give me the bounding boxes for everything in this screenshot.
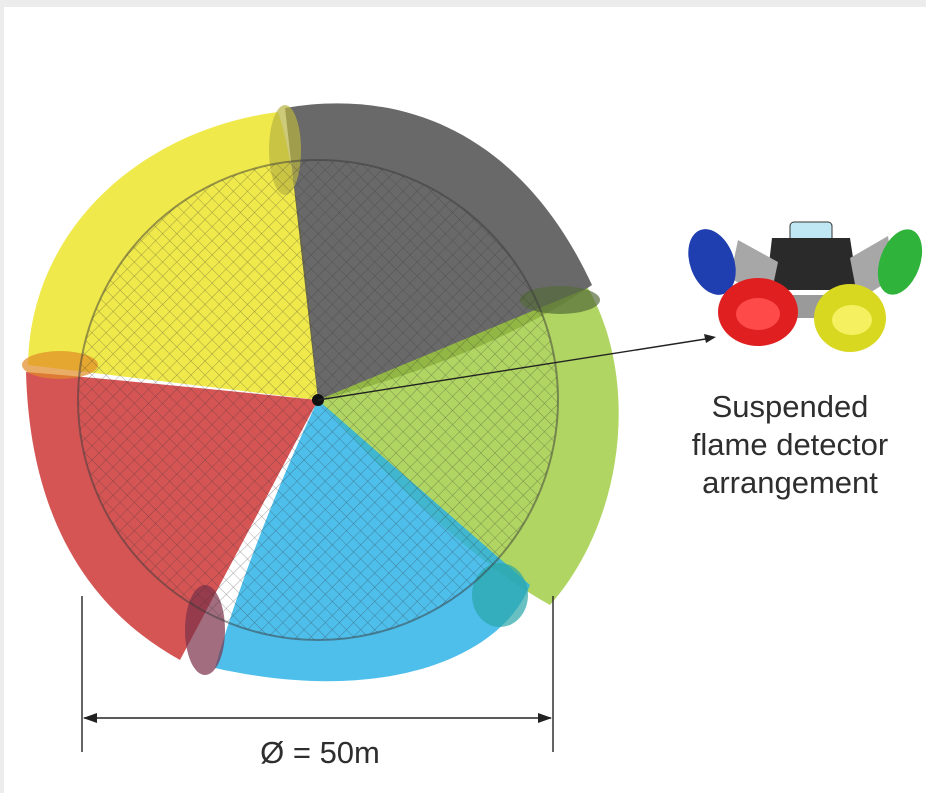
- protected-area-boundary: [77, 159, 559, 641]
- caption-line-2: flame detector: [691, 427, 889, 462]
- dimension-arrow-left: [83, 713, 97, 723]
- detector-caption: Suspended flame detector arrangement: [680, 388, 900, 502]
- pointer-arrow-head: [704, 334, 716, 343]
- pointer-arrow-line: [317, 337, 713, 401]
- diameter-label: Ø = 50m: [260, 735, 380, 770]
- caption-line-3: arrangement: [702, 465, 878, 500]
- green-blue-overlap: [472, 563, 528, 627]
- flame-detector-arrangement-image: [688, 221, 923, 352]
- dimension-arrow-right: [538, 713, 552, 723]
- caption-line-1: Suspended: [711, 389, 869, 424]
